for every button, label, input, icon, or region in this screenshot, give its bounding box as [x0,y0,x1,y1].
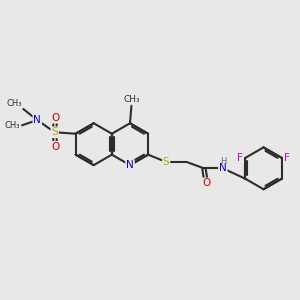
Text: S: S [163,157,169,167]
Text: F: F [237,153,243,163]
Text: N: N [33,115,41,125]
Text: CH₃: CH₃ [123,95,140,104]
Text: S: S [51,127,58,137]
Text: H: H [220,158,226,166]
Text: CH₃: CH₃ [6,99,22,108]
Text: N: N [126,160,134,170]
Text: O: O [202,178,210,188]
Text: F: F [284,153,290,163]
Text: N: N [219,163,227,173]
Text: CH₃: CH₃ [5,121,20,130]
Text: O: O [51,113,59,123]
Text: O: O [51,142,59,152]
